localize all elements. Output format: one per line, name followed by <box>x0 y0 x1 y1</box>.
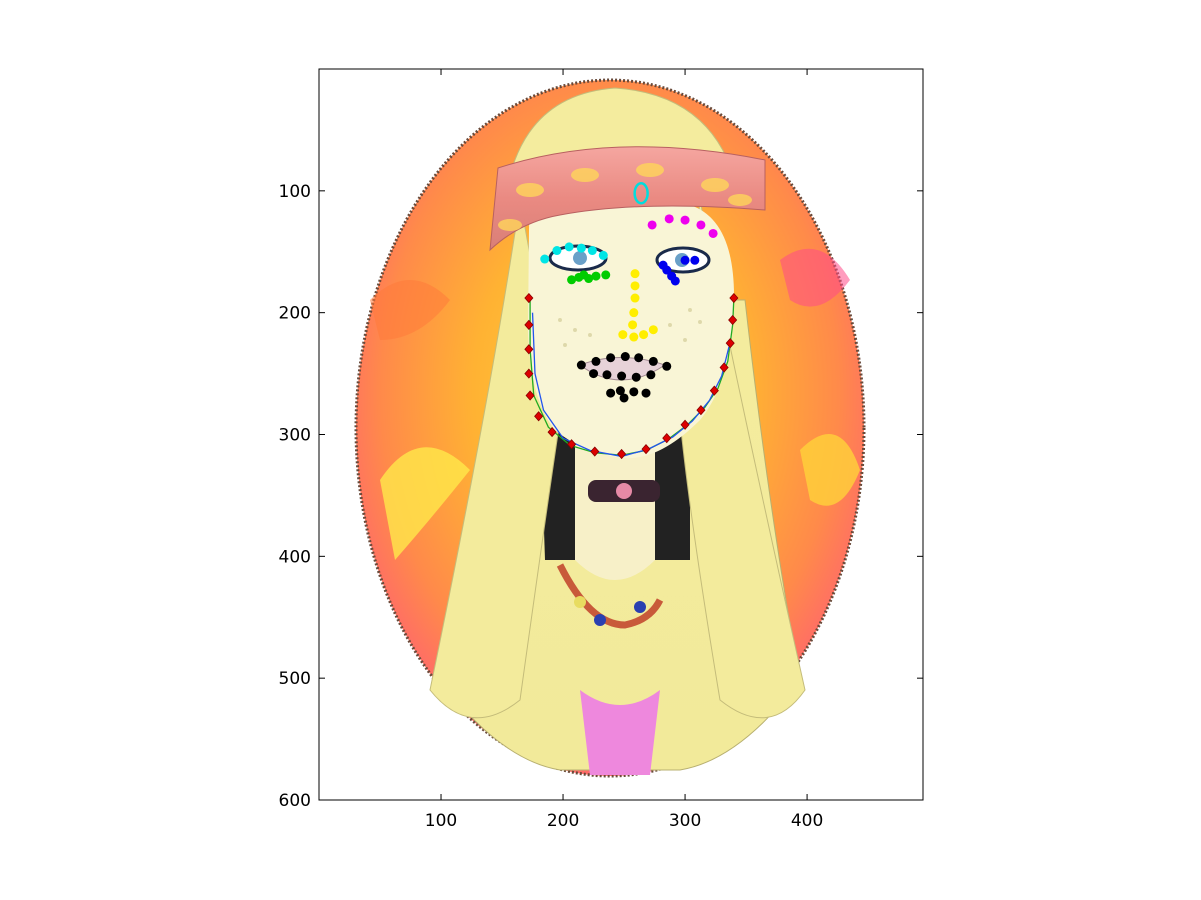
mouth-point <box>615 386 625 396</box>
x-tick-label: 300 <box>669 811 701 831</box>
mouth-point <box>646 370 656 380</box>
portrait-image <box>354 78 866 778</box>
swirl-highlights <box>380 447 470 560</box>
left-brow-point <box>564 242 574 252</box>
y-tick-label: 600 <box>279 791 311 811</box>
mouth-point <box>602 370 612 380</box>
nose-point <box>618 330 628 340</box>
jaw-point <box>567 439 577 450</box>
necklace <box>556 563 664 629</box>
jaw-point <box>696 405 706 416</box>
y-tick-label: 100 <box>279 182 311 202</box>
mouth-point <box>662 361 672 371</box>
mouth-point <box>576 360 586 370</box>
freckles <box>558 308 702 347</box>
mouth-point <box>629 387 639 397</box>
jaw-point <box>547 426 557 438</box>
x-axis-ticks <box>440 69 808 800</box>
jaw-point <box>524 292 534 304</box>
mouth-point <box>641 388 651 398</box>
nose-point <box>628 320 638 330</box>
left-brow-point <box>540 254 550 264</box>
left-eye-point <box>567 275 577 285</box>
left-eye-point <box>591 271 601 281</box>
nose-point <box>630 269 640 279</box>
nose-point <box>639 330 649 340</box>
forehead-marker-point <box>633 182 649 205</box>
mouth-point <box>648 356 658 366</box>
jaw-point <box>641 444 651 455</box>
right-brow-point <box>696 220 706 230</box>
left-brow-point <box>576 243 586 253</box>
right-eye-point <box>662 265 672 275</box>
jaw-point <box>662 433 672 444</box>
x-tick-label: 200 <box>547 811 579 831</box>
jaw-point <box>725 338 735 349</box>
y-tick-label: 300 <box>279 426 311 446</box>
y-axis-ticks <box>319 190 923 801</box>
jaw-point <box>719 362 729 373</box>
left-brow-point <box>587 246 597 256</box>
mouth-point <box>617 371 627 381</box>
headband-pattern <box>498 163 752 231</box>
x-tick-label: 100 <box>425 811 457 831</box>
mouth-point <box>606 353 616 363</box>
left-brow-point <box>598 250 608 260</box>
right-brow-point <box>708 228 718 238</box>
right-eye-point <box>680 255 690 265</box>
right-brow-point <box>647 220 657 230</box>
nose-point <box>630 281 640 291</box>
y-tick-label: 500 <box>279 669 311 689</box>
jaw-point <box>680 419 690 430</box>
nose-point <box>648 325 658 335</box>
shirt <box>580 690 660 775</box>
landmark-points <box>524 182 739 460</box>
mouth-point <box>591 356 601 366</box>
right-eye-point <box>670 276 680 286</box>
right-eye-point <box>690 255 700 265</box>
headband <box>489 146 766 252</box>
jaw-point <box>534 411 544 422</box>
mouth-point <box>606 388 616 398</box>
mouth-point <box>620 352 630 362</box>
nose-point <box>629 308 639 318</box>
jaw-point <box>617 448 627 460</box>
jaw-point <box>524 319 534 330</box>
jaw-point <box>729 292 739 304</box>
left-eye-point <box>601 270 611 280</box>
mouth-point <box>619 393 629 403</box>
jaw-point <box>728 314 738 326</box>
jaw-point <box>709 385 719 396</box>
jaw-point <box>525 390 535 401</box>
right-brow-point <box>664 214 674 224</box>
y-axis-tick-labels: 100 200 300 400 500 600 <box>279 182 311 811</box>
x-axis-tick-labels: 100 200 300 400 <box>425 811 824 831</box>
mouth-point <box>634 353 644 363</box>
left-brow-point <box>552 246 562 256</box>
jaw-point <box>524 344 534 355</box>
left-eye-point <box>584 274 594 284</box>
fit-curve-inner-line <box>531 312 730 458</box>
jaw-point <box>590 446 600 457</box>
y-tick-label: 200 <box>279 304 311 324</box>
neck <box>575 440 655 580</box>
jaw-point <box>524 368 534 379</box>
x-tick-label: 400 <box>791 811 823 831</box>
mouth-point <box>631 372 641 382</box>
nose-point <box>629 332 639 342</box>
y-tick-label: 400 <box>279 547 311 567</box>
hair-front-left <box>429 199 561 719</box>
nose-point <box>630 293 640 303</box>
mouth-point <box>589 369 599 379</box>
right-brow-point <box>680 215 690 225</box>
